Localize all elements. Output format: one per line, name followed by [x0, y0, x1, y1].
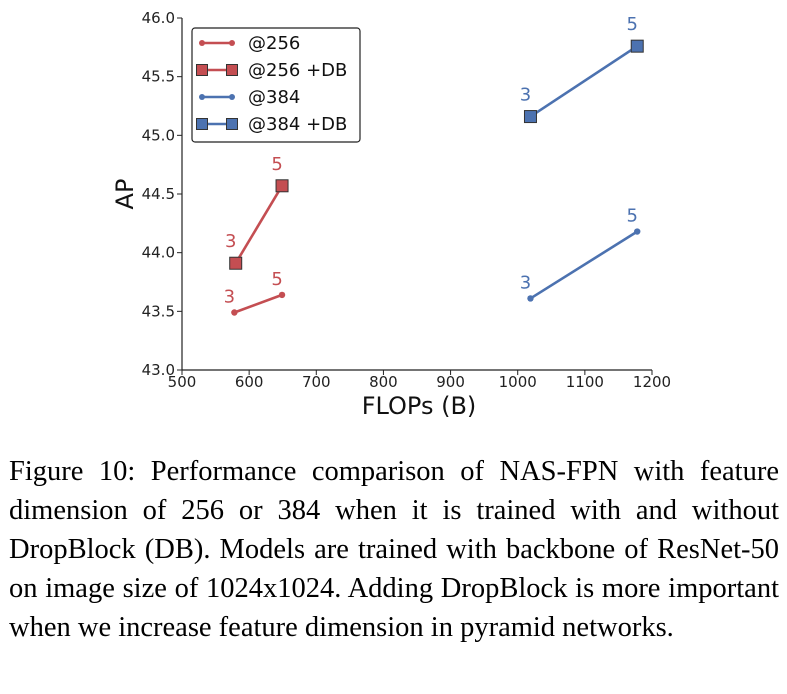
legend-label: @384 — [248, 87, 300, 108]
data-label: 3 — [520, 272, 531, 293]
series-384-db: 35 — [520, 14, 644, 124]
x-tick-label: 1000 — [499, 373, 537, 391]
figure-caption: Figure 10: Performance comparison of NAS… — [9, 456, 779, 643]
series-256: 35 — [224, 269, 286, 316]
y-tick-label: 44.5 — [142, 185, 175, 203]
x-tick-label: 700 — [302, 373, 331, 391]
legend-marker-circle — [229, 40, 235, 46]
legend: @256 @256 +DB @384 @384 +DB — [191, 27, 361, 143]
legend-marker-square — [196, 118, 208, 130]
data-point-circle — [527, 295, 534, 302]
x-tick-label: 900 — [436, 373, 465, 391]
legend-label: @256 +DB — [248, 60, 347, 81]
x-tick-label: 800 — [369, 373, 398, 391]
data-label: 3 — [520, 85, 531, 106]
data-point-square — [630, 39, 644, 53]
x-tick-label: 1100 — [566, 373, 604, 391]
legend-item: @256 — [199, 33, 300, 54]
y-axis-title: AP — [111, 179, 139, 210]
data-label: 5 — [627, 14, 638, 35]
data-point-circle — [278, 291, 286, 299]
series-line — [529, 45, 638, 118]
x-tick-label: 1200 — [633, 373, 671, 391]
series-256-db: 35 — [225, 154, 289, 270]
data-point-circle — [231, 309, 238, 316]
legend-box — [191, 27, 361, 143]
data-point-square — [275, 179, 289, 193]
axes: 500 600 700 800 900 1000 1100 1200 43.0 43.5 44.0 4… — [111, 9, 671, 420]
y-tick-label: 44.0 — [142, 244, 175, 262]
series-line — [234, 185, 284, 264]
series-line — [529, 230, 638, 300]
legend-item: @384 +DB — [196, 114, 347, 135]
ap-vs-flops-chart: 500 600 700 800 900 1000 1100 1200 43.0 43.5 44.0 4… — [111, 9, 671, 420]
legend-item: @384 — [199, 87, 300, 108]
x-axis-title: FLOPs (B) — [362, 392, 477, 420]
x-tick-label: 500 — [168, 373, 197, 391]
legend-marker-square — [196, 64, 208, 76]
data-label: 3 — [225, 231, 236, 252]
y-tick-label: 43.5 — [142, 302, 175, 320]
y-tick-label: 45.0 — [142, 126, 175, 144]
legend-marker-circle — [199, 94, 205, 100]
series-line — [233, 293, 283, 314]
data-label: 5 — [627, 206, 638, 227]
legend-marker-square — [226, 118, 238, 130]
data-label: 3 — [224, 287, 235, 308]
data-point-square — [523, 110, 537, 124]
y-tick-label: 45.5 — [142, 68, 175, 86]
legend-label: @256 — [248, 33, 300, 54]
data-point-square — [229, 256, 243, 270]
data-point-circle — [634, 228, 641, 235]
data-label: 5 — [271, 269, 282, 290]
legend-marker-circle — [229, 94, 235, 100]
data-label: 5 — [271, 154, 282, 175]
series-384: 35 — [520, 206, 641, 302]
legend-marker-square — [226, 64, 238, 76]
legend-marker-circle — [199, 40, 205, 46]
y-tick-label: 43.0 — [142, 361, 175, 379]
x-tick-label: 600 — [235, 373, 264, 391]
legend-label: @384 +DB — [248, 114, 347, 135]
legend-item: @256 +DB — [196, 60, 347, 81]
y-tick-label: 46.0 — [142, 9, 175, 27]
